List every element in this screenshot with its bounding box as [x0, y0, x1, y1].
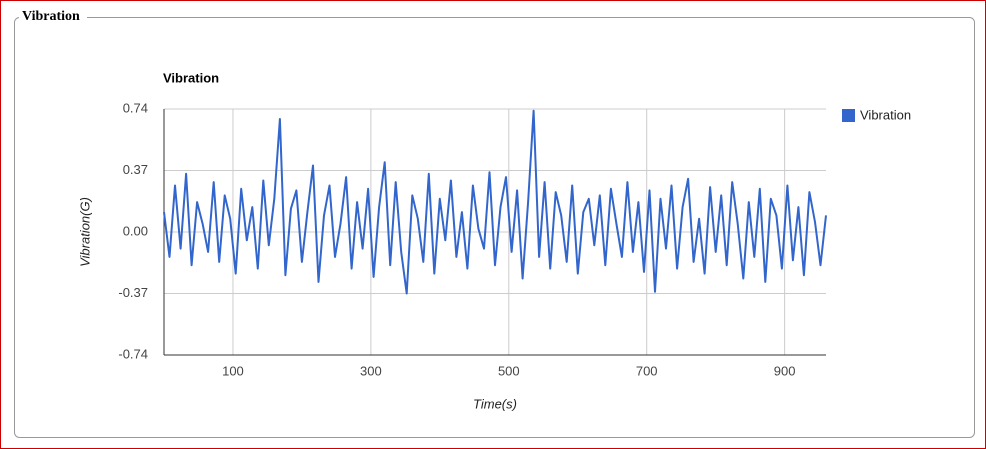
y-tick-label: -0.37 [118, 285, 148, 300]
chart-title: Vibration [163, 70, 219, 85]
x-tick-label: 300 [360, 363, 382, 378]
x-axis-title: Time(s) [473, 396, 517, 411]
y-tick-label: 0.37 [123, 162, 148, 177]
legend-label: Vibration [860, 107, 911, 122]
x-tick-label: 900 [774, 363, 796, 378]
legend-swatch [842, 109, 855, 122]
data-line [163, 109, 827, 295]
y-tick-label: -0.74 [118, 346, 148, 361]
y-tick-label: 0.74 [123, 100, 148, 115]
panel-legend-bg [19, 9, 87, 25]
x-tick-label: 500 [498, 363, 520, 378]
panel-title: Vibration [22, 9, 80, 24]
x-tick-label: 700 [636, 363, 658, 378]
x-tick-label: 100 [222, 363, 244, 378]
panel-border [14, 17, 975, 438]
y-axis-title: Vibration(G) [77, 197, 92, 267]
y-tick-label: 0.00 [123, 223, 148, 238]
